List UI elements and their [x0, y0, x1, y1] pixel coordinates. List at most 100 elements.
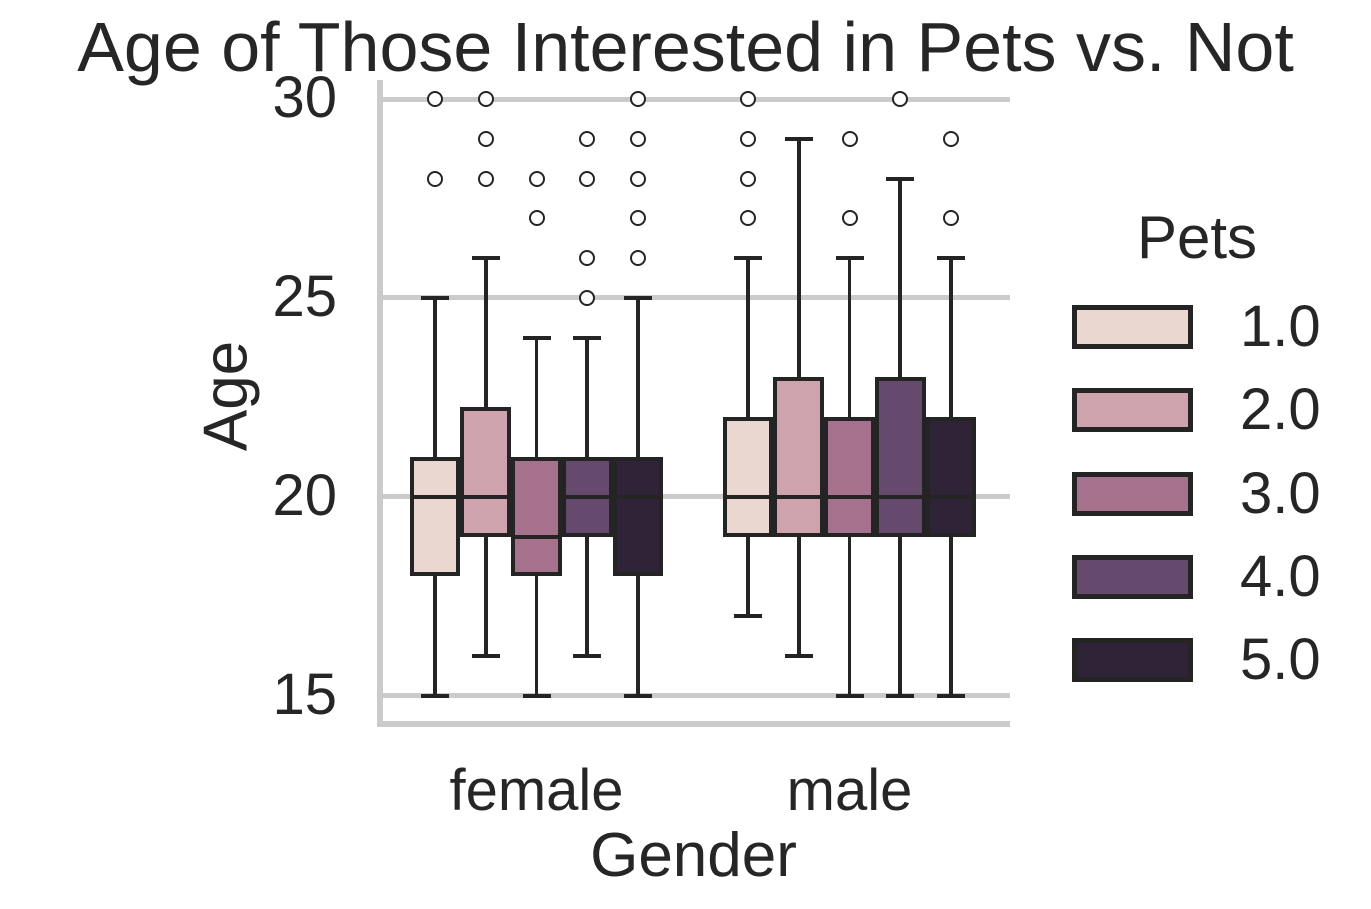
whisker-lower-female-2.0: [484, 536, 488, 656]
outlier-point-female-5.0-29: [629, 130, 646, 147]
whisker-cap-upper-male-2.0: [784, 136, 813, 141]
outlier-point-female-5.0-30: [629, 91, 646, 107]
whisker-lower-female-1.0: [433, 576, 437, 696]
median-line-female-4.0: [561, 494, 613, 499]
outlier-point-female-5.0-27: [629, 210, 646, 227]
outlier-point-male-5.0-29: [942, 130, 959, 147]
whisker-cap-lower-female-4.0: [573, 653, 602, 658]
whisker-lower-male-3.0: [847, 536, 852, 696]
whisker-lower-female-4.0: [585, 536, 589, 656]
legend-swatch-1.0: [1072, 305, 1193, 349]
whisker-cap-upper-male-1.0: [734, 256, 763, 261]
legend-title: Pets: [1136, 204, 1258, 271]
outlier-point-female-4.0-29: [579, 130, 596, 147]
whisker-upper-female-1.0: [433, 297, 437, 457]
legend-label-1.0: 1.0: [1240, 294, 1321, 359]
outlier-point-female-4.0-26: [579, 250, 596, 267]
whisker-upper-male-1.0: [746, 258, 750, 418]
whisker-upper-female-4.0: [585, 337, 589, 457]
whisker-cap-lower-male-2.0: [784, 653, 813, 658]
outlier-point-male-3.0-27: [841, 210, 858, 227]
median-line-male-3.0: [824, 494, 875, 499]
whisker-cap-upper-female-2.0: [471, 256, 500, 261]
whisker-lower-male-5.0: [949, 536, 953, 696]
grid-line-30: [380, 96, 1010, 102]
outlier-point-female-5.0-26: [629, 250, 646, 267]
whisker-cap-lower-male-3.0: [835, 693, 864, 698]
legend-label-2.0: 2.0: [1240, 377, 1321, 443]
whisker-cap-upper-male-4.0: [886, 176, 915, 181]
x-axis-spine: [377, 721, 1010, 727]
whisker-cap-lower-male-4.0: [886, 693, 915, 698]
y-tick-label-30: 30: [272, 65, 337, 131]
box-male-2.0: [773, 377, 825, 537]
whisker-upper-male-5.0: [949, 258, 953, 418]
outlier-point-female-2.0-29: [477, 130, 494, 147]
box-male-5.0: [925, 417, 977, 537]
outlier-point-female-1.0-28: [427, 170, 444, 187]
outlier-point-male-1.0-29: [740, 130, 757, 147]
box-male-1.0: [722, 417, 774, 537]
box-female-2.0: [460, 407, 512, 537]
median-line-male-1.0: [722, 494, 774, 499]
whisker-cap-lower-female-2.0: [471, 653, 500, 658]
whisker-upper-female-2.0: [484, 258, 488, 408]
y-tick-label-15: 15: [272, 661, 337, 727]
legend-label-3.0: 3.0: [1240, 460, 1321, 526]
median-line-female-3.0: [511, 534, 562, 539]
whisker-cap-upper-male-3.0: [835, 256, 864, 261]
box-female-1.0: [409, 457, 461, 577]
grid-line-20: [380, 494, 1010, 500]
whisker-lower-male-1.0: [746, 536, 750, 617]
whisker-lower-female-3.0: [534, 576, 539, 696]
whisker-lower-male-2.0: [797, 536, 801, 656]
whisker-upper-male-3.0: [847, 258, 852, 418]
whisker-cap-lower-female-1.0: [421, 693, 450, 698]
whisker-cap-lower-male-1.0: [734, 614, 763, 619]
whisker-upper-female-3.0: [534, 337, 539, 457]
box-male-4.0: [874, 377, 926, 537]
median-line-female-1.0: [409, 494, 461, 499]
whisker-cap-lower-female-3.0: [522, 693, 551, 698]
median-line-male-2.0: [773, 494, 825, 499]
outlier-point-male-1.0-30: [740, 91, 757, 107]
legend-swatch-5.0: [1072, 638, 1193, 683]
whisker-cap-upper-male-5.0: [936, 256, 965, 261]
x-tick-label-female: female: [449, 758, 624, 823]
outlier-point-male-4.0-30: [892, 91, 909, 107]
box-female-3.0: [511, 457, 562, 577]
box-male-3.0: [824, 417, 875, 537]
x-axis-label: Gender: [590, 821, 797, 890]
y-axis-spine: [377, 80, 383, 727]
median-line-male-5.0: [925, 494, 977, 499]
median-line-male-4.0: [874, 494, 926, 499]
grid-line-15: [380, 693, 1010, 699]
x-tick-label-male: male: [786, 758, 913, 823]
whisker-lower-male-4.0: [898, 536, 902, 696]
whisker-cap-upper-female-4.0: [573, 335, 602, 340]
outlier-point-female-3.0-28: [528, 170, 545, 187]
y-tick-label-25: 25: [272, 264, 337, 330]
median-line-female-5.0: [612, 494, 664, 499]
outlier-point-female-3.0-27: [528, 210, 545, 227]
outlier-point-male-5.0-27: [942, 210, 959, 227]
whisker-cap-lower-female-5.0: [623, 693, 652, 698]
outlier-point-male-1.0-27: [740, 210, 757, 227]
outlier-point-female-4.0-25: [579, 289, 596, 306]
grid-line-25: [380, 295, 1010, 301]
legend-swatch-2.0: [1072, 388, 1193, 433]
outlier-point-male-1.0-28: [740, 170, 757, 187]
whisker-upper-male-4.0: [898, 178, 902, 378]
legend-swatch-4.0: [1072, 554, 1193, 599]
outlier-point-male-3.0-29: [841, 130, 858, 147]
median-line-female-2.0: [460, 494, 512, 499]
outlier-point-female-1.0-30: [427, 91, 444, 107]
whisker-upper-female-5.0: [636, 297, 640, 457]
outlier-point-female-4.0-28: [579, 170, 596, 187]
whisker-cap-lower-male-5.0: [936, 693, 965, 698]
legend-label-5.0: 5.0: [1240, 627, 1321, 693]
legend-swatch-3.0: [1072, 471, 1193, 516]
outlier-point-female-5.0-28: [629, 170, 646, 187]
